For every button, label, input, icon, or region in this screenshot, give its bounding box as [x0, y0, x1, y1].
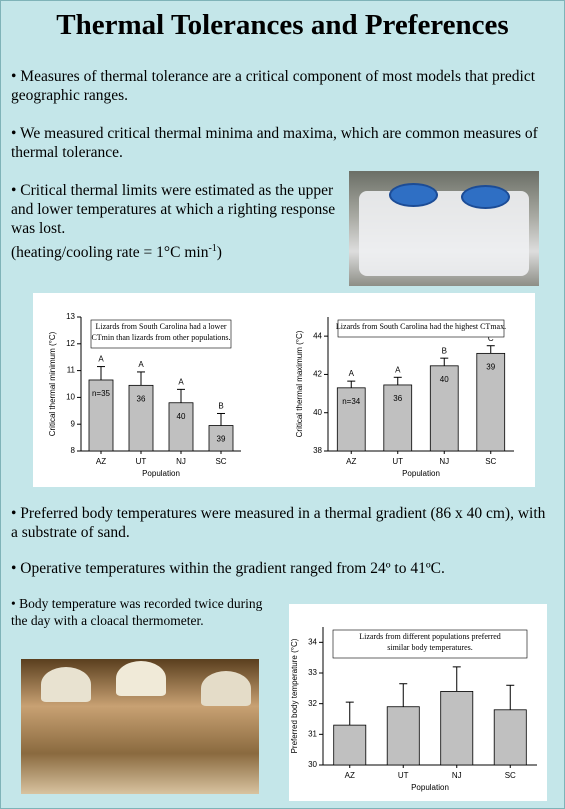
letter: A: [349, 369, 355, 378]
n-label: 39: [217, 435, 226, 444]
x-tick-label: NJ: [439, 457, 449, 466]
rate-text: (heating/cooling rate = 1°C min: [11, 244, 208, 261]
letter: B: [442, 346, 447, 355]
y-tick-label: 44: [313, 331, 322, 340]
letter: A: [138, 360, 144, 369]
letter: A: [98, 355, 104, 364]
x-tick-label: AZ: [96, 457, 106, 466]
bullet: • Operative temperatures within the grad…: [11, 559, 565, 578]
chart: 38404244AZAn=34UTA36NJB40SCC39Population…: [286, 301, 531, 483]
bullet: • Preferred body temperatures were measu…: [11, 504, 556, 542]
x-tick-label: UT: [392, 457, 403, 466]
photo-container: [349, 171, 539, 286]
x-tick-label: NJ: [452, 771, 462, 780]
x-axis-label: Population: [142, 469, 180, 478]
title: Thermal Tolerances and Preferences: [1, 9, 564, 42]
bar: [494, 710, 526, 765]
n-label: 36: [137, 394, 146, 403]
x-tick-label: SC: [505, 771, 516, 780]
y-tick-label: 30: [308, 760, 317, 769]
x-axis-label: Population: [411, 783, 449, 792]
bullet: • Critical thermal limits were estimated…: [11, 181, 341, 238]
annotation: similar body temperatures.: [387, 643, 473, 652]
y-axis-label: Critical thermal minimum (°C): [48, 331, 57, 436]
x-tick-label: AZ: [346, 457, 356, 466]
n-label: 39: [486, 362, 495, 371]
bullet: • We measured critical thermal minima an…: [11, 124, 556, 162]
y-tick-label: 40: [313, 408, 322, 417]
y-tick-label: 10: [66, 393, 75, 402]
x-tick-label: UT: [136, 457, 147, 466]
x-tick-label: SC: [215, 457, 226, 466]
x-tick-label: AZ: [345, 771, 355, 780]
annotation: Lizards from South Carolina had a lower: [95, 322, 226, 331]
x-tick-label: NJ: [176, 457, 186, 466]
chart: 30 31 32 33 34 AZ UT NJ SC Population Preferred bo…: [291, 607, 545, 799]
y-tick-label: 42: [313, 370, 322, 379]
y-tick-label: 8: [71, 446, 76, 455]
y-tick-label: 13: [66, 312, 75, 321]
x-axis-label: Population: [402, 469, 440, 478]
y-tick-label: 34: [308, 637, 317, 646]
letter: B: [218, 402, 223, 411]
bar: [334, 725, 366, 765]
letter: A: [395, 365, 401, 374]
bar: [169, 403, 193, 451]
n-label: 40: [440, 375, 449, 384]
x-tick-label: SC: [485, 457, 496, 466]
chart: 8 9 10 11 12 13 AZ An=35 UT A 36 NJ A 40 SC B 39 Populati…: [41, 301, 271, 483]
n-label: 36: [393, 394, 402, 403]
letter: A: [178, 377, 184, 386]
y-tick-label: 38: [313, 446, 322, 455]
y-tick-label: 32: [308, 699, 317, 708]
n-label: n=34: [342, 397, 361, 406]
y-tick-label: 12: [66, 339, 75, 348]
y-tick-label: 31: [308, 729, 317, 738]
annotation: CTmin than lizards from other population…: [91, 333, 230, 342]
bullet: • Body temperature was recorded twice du…: [11, 595, 276, 629]
rate-end: ): [217, 244, 222, 261]
photo-gradient: [21, 659, 259, 794]
bullet: • Measures of thermal tolerance are a cr…: [11, 67, 556, 105]
y-axis-label: Preferred body temperature (°C): [291, 638, 299, 753]
rate-sup: -1: [208, 243, 216, 254]
bar: [387, 707, 419, 765]
y-tick-label: 33: [308, 668, 317, 677]
y-tick-label: 9: [71, 419, 76, 428]
annotation: Lizards from different populations prefe…: [359, 632, 501, 641]
n-label: 40: [177, 412, 186, 421]
rate-note: (heating/cooling rate = 1°C min-1): [11, 239, 341, 262]
annotation: Lizards from South Carolina had the high…: [336, 322, 506, 331]
y-tick-label: 11: [67, 366, 76, 375]
bar: [441, 691, 473, 765]
poster: Thermal Tolerances and Preferences • Mea…: [0, 0, 565, 809]
n-label: n=35: [92, 389, 111, 398]
y-axis-label: Critical thermal maximum (°C): [295, 330, 304, 437]
x-tick-label: UT: [398, 771, 409, 780]
